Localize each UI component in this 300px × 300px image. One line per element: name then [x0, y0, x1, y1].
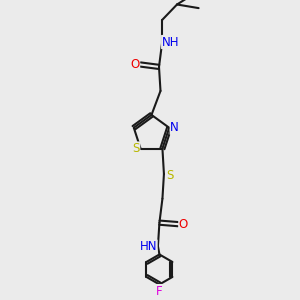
Text: HN: HN	[140, 240, 157, 253]
Text: S: S	[132, 142, 140, 155]
Text: F: F	[156, 284, 163, 298]
Text: O: O	[179, 218, 188, 231]
Text: NH: NH	[162, 35, 179, 49]
Text: N: N	[170, 121, 179, 134]
Text: S: S	[166, 169, 174, 182]
Text: O: O	[130, 58, 140, 71]
